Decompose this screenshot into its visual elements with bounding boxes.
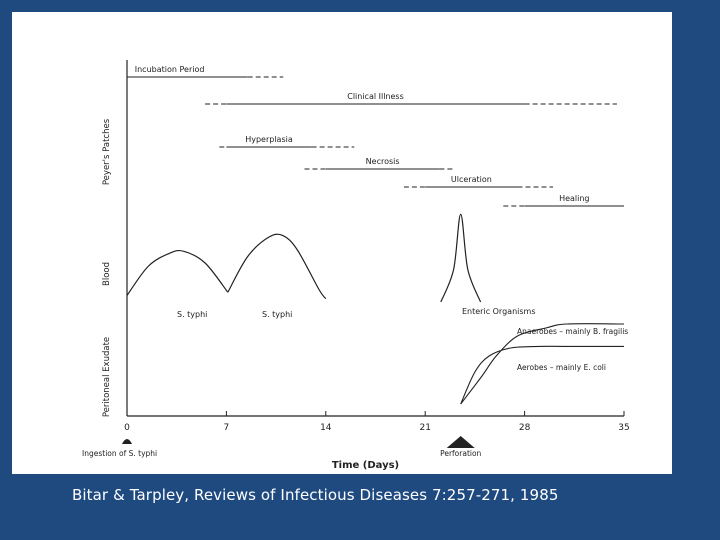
x-tick-label: 14 bbox=[320, 423, 332, 433]
peritoneal-series-line bbox=[460, 323, 625, 405]
annotation-label: Perforation bbox=[440, 449, 481, 458]
x-tick-label: 7 bbox=[224, 423, 230, 433]
panel-label: Peritoneal Exudate bbox=[102, 337, 112, 417]
stage-label: Necrosis bbox=[366, 157, 400, 166]
x-tick-label: 35 bbox=[618, 423, 629, 433]
x-axis-label: Time (Days) bbox=[332, 460, 399, 471]
stage-label: Ulceration bbox=[451, 175, 492, 184]
x-tick-label: 21 bbox=[419, 423, 430, 433]
stage-label: Clinical Illness bbox=[347, 92, 404, 101]
stage-label: Hyperplasia bbox=[245, 135, 293, 144]
blood-series-line bbox=[440, 213, 482, 303]
peritoneal-series-label: Anaerobes – mainly B. fragilis bbox=[517, 327, 628, 336]
annotation-label: Ingestion of S. typhi bbox=[82, 449, 157, 458]
panel-label: Peyer's Patches bbox=[102, 118, 112, 185]
stage-label: Incubation Period bbox=[135, 65, 205, 74]
figure-panel: 0 7 14 21 28 35 Time (Days) Peyer's Patches Bloo… bbox=[12, 12, 672, 474]
blood-series-label: Enteric Organisms bbox=[462, 307, 535, 316]
ingestion-marker bbox=[122, 439, 132, 444]
perforation-arrow bbox=[446, 436, 475, 448]
blood-series-line bbox=[227, 233, 327, 300]
citation: Bitar & Tarpley, Reviews of Infectious D… bbox=[72, 486, 559, 504]
stage-label: Healing bbox=[559, 194, 589, 203]
x-tick-label: 28 bbox=[519, 423, 531, 433]
panel-label: Blood bbox=[102, 262, 112, 286]
typhoid-timeline-chart: 0 7 14 21 28 35 Time (Days) Peyer's Patches Bloo… bbox=[82, 60, 630, 471]
peritoneal-series-label: Aerobes – mainly E. coli bbox=[517, 363, 606, 372]
blood-series-label: S. typhi bbox=[262, 310, 292, 319]
x-tick-label: 0 bbox=[124, 423, 130, 433]
blood-series-line bbox=[126, 249, 229, 296]
blood-series-label: S. typhi bbox=[177, 310, 207, 319]
peritoneal-series-line bbox=[460, 345, 624, 405]
